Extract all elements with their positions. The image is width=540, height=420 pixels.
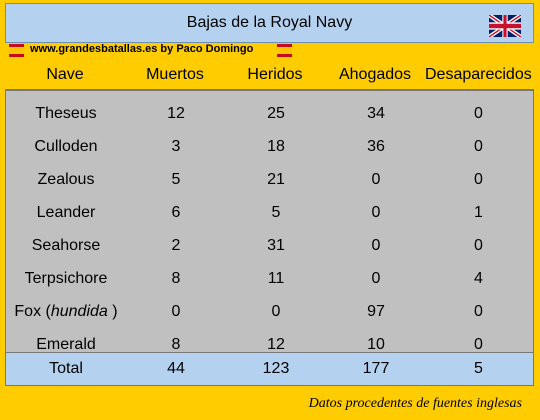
heridos-value: 0 — [271, 303, 281, 320]
desaparecidos-value: 4 — [474, 270, 483, 287]
column-header-ahogados: Ahogados — [338, 66, 412, 83]
table-row: Terpsichore 8 11 0 4 — [6, 264, 533, 294]
heridos-value: 11 — [267, 270, 285, 287]
heridos-value: 25 — [267, 105, 285, 122]
site-credit: www.grandesbatallas.es by Paco Domingo — [5, 43, 534, 59]
ahogados-value: 10 — [367, 336, 385, 353]
ship-name: Leander — [36, 204, 96, 221]
ahogados-value: 97 — [367, 303, 385, 320]
total-ahogados: 177 — [362, 360, 390, 377]
ahogados-value: 0 — [371, 171, 381, 188]
muertos-value: 12 — [167, 105, 185, 122]
muertos-value: 5 — [171, 171, 181, 188]
desaparecidos-value: 0 — [474, 138, 483, 155]
ahogados-value: 0 — [371, 237, 381, 254]
casualties-panel: Bajas de la Royal Navy www.grandesbatall… — [5, 3, 534, 386]
desaparecidos-value: 0 — [474, 336, 483, 353]
spain-flag-icon — [277, 44, 292, 57]
ship-name: Terpsichore — [24, 270, 108, 287]
desaparecidos-value: 0 — [474, 171, 483, 188]
desaparecidos-value: 0 — [474, 105, 483, 122]
ahogados-value: 0 — [371, 270, 381, 287]
source-note: Datos procedentes de fuentes inglesas — [308, 396, 522, 411]
total-muertos: 44 — [167, 360, 185, 377]
column-header-nave: Nave — [46, 66, 84, 83]
title-bar: Bajas de la Royal Navy — [5, 3, 534, 43]
ship-name-suffix: ) — [107, 303, 118, 320]
ship-name: Culloden — [34, 138, 98, 155]
table-row: Zealous 5 21 0 0 — [6, 165, 533, 195]
muertos-value: 6 — [171, 204, 181, 221]
site-url: www.grandesbatallas.es by Paco Domingo — [30, 43, 254, 55]
muertos-value: 0 — [171, 303, 181, 320]
muertos-value: 8 — [171, 270, 181, 287]
desaparecidos-value: 0 — [474, 303, 483, 320]
muertos-value: 3 — [171, 138, 181, 155]
uk-flag-icon — [489, 15, 521, 37]
total-label: Total — [49, 360, 83, 377]
heridos-value: 12 — [267, 336, 285, 353]
ship-name: Fox (hundida ) — [6, 303, 126, 321]
ahogados-value: 34 — [367, 105, 385, 122]
total-row: Total 44 123 177 5 — [5, 352, 534, 386]
table-row: Emerald 8 12 10 0 — [6, 330, 533, 360]
column-header-heridos: Heridos — [247, 66, 303, 83]
table-row: Theseus 12 25 34 0 — [6, 99, 533, 129]
table-row: Seahorse 2 31 0 0 — [6, 231, 533, 261]
desaparecidos-value: 1 — [474, 204, 483, 221]
heridos-value: 5 — [271, 204, 281, 221]
muertos-value: 2 — [171, 237, 181, 254]
ahogados-value: 36 — [367, 138, 385, 155]
muertos-value: 8 — [171, 336, 181, 353]
ship-name: Seahorse — [31, 237, 101, 254]
desaparecidos-value: 0 — [474, 237, 483, 254]
heridos-value: 21 — [267, 171, 285, 188]
column-header-desaparecidos: Desaparecidos — [425, 66, 532, 83]
ship-name: Theseus — [35, 105, 97, 122]
ship-name: Zealous — [37, 171, 95, 188]
spain-flag-icon — [9, 44, 24, 57]
table-row: Leander 6 5 0 1 — [6, 198, 533, 228]
table-header: Nave Muertos Heridos Ahogados Desapareci… — [5, 61, 534, 91]
column-header-muertos: Muertos — [146, 66, 204, 83]
table-row: Fox (hundida ) 0 0 97 0 — [6, 297, 533, 327]
total-heridos: 123 — [262, 360, 290, 377]
total-desaparecidos: 5 — [474, 360, 483, 377]
table-body: Theseus 12 25 34 0 Culloden 3 18 36 0 Ze… — [5, 91, 534, 353]
table-row: Culloden 3 18 36 0 — [6, 132, 533, 162]
ship-name-text: Fox ( — [14, 303, 51, 320]
ahogados-value: 0 — [371, 204, 381, 221]
heridos-value: 18 — [267, 138, 285, 155]
heridos-value: 31 — [267, 237, 285, 254]
page-title: Bajas de la Royal Navy — [186, 14, 353, 31]
ship-note: hundida — [50, 303, 108, 320]
ship-name: Emerald — [36, 336, 96, 353]
